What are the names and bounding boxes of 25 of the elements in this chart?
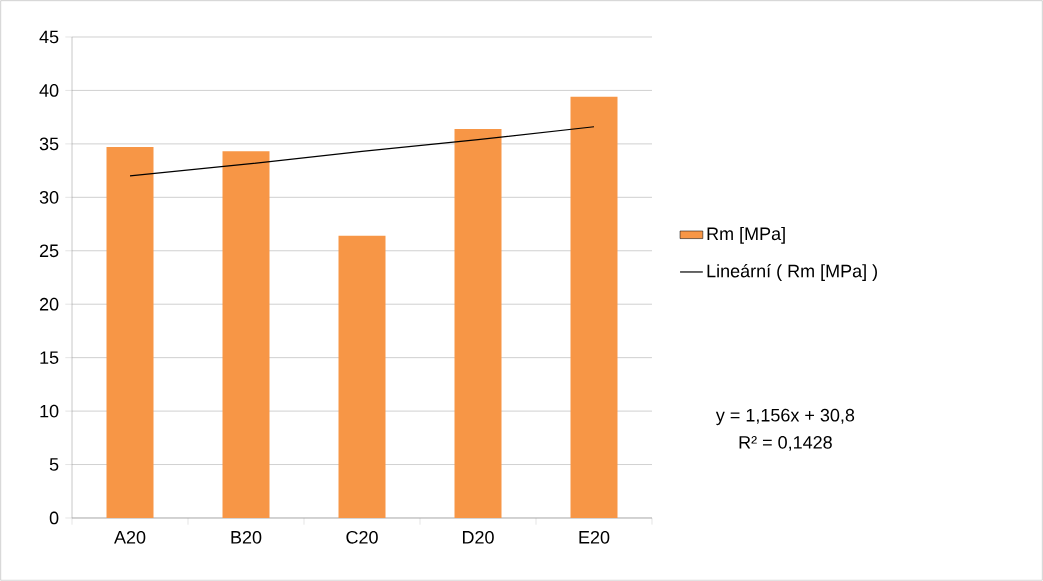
- bar: [570, 96, 618, 518]
- y-tick-label: 40: [39, 84, 59, 97]
- line-series: [129, 126, 595, 177]
- legend-label: Lineární ( Rm [MPa] ): [707, 263, 877, 281]
- bar: [454, 128, 502, 518]
- y-tick-label: 30: [39, 190, 59, 204]
- bar: [106, 147, 154, 518]
- y-tick-label: 5: [49, 458, 59, 471]
- y-tick-label: 15: [40, 351, 59, 364]
- text: R² = 0,1428: [739, 436, 832, 451]
- x-tick-label: B20: [231, 530, 262, 544]
- y-tick-label: 0: [49, 511, 59, 525]
- bar: [338, 235, 386, 518]
- legend-label: Rm [MPa]: [707, 226, 785, 244]
- bar: [222, 151, 270, 518]
- y-tick-label: 45: [39, 30, 59, 44]
- x-tick-label: C20: [346, 530, 378, 544]
- text: y = 1,156x + 30,8: [715, 408, 855, 426]
- y-tick-label: 35: [39, 137, 59, 151]
- x-tick-label: A20: [114, 530, 146, 544]
- y-tick-label: 20: [39, 297, 59, 311]
- x-tick-label: E20: [579, 530, 610, 544]
- y-tick-label: 25: [39, 244, 59, 258]
- x-tick-label: D20: [462, 530, 494, 544]
- y-tick-label: 10: [40, 404, 59, 418]
